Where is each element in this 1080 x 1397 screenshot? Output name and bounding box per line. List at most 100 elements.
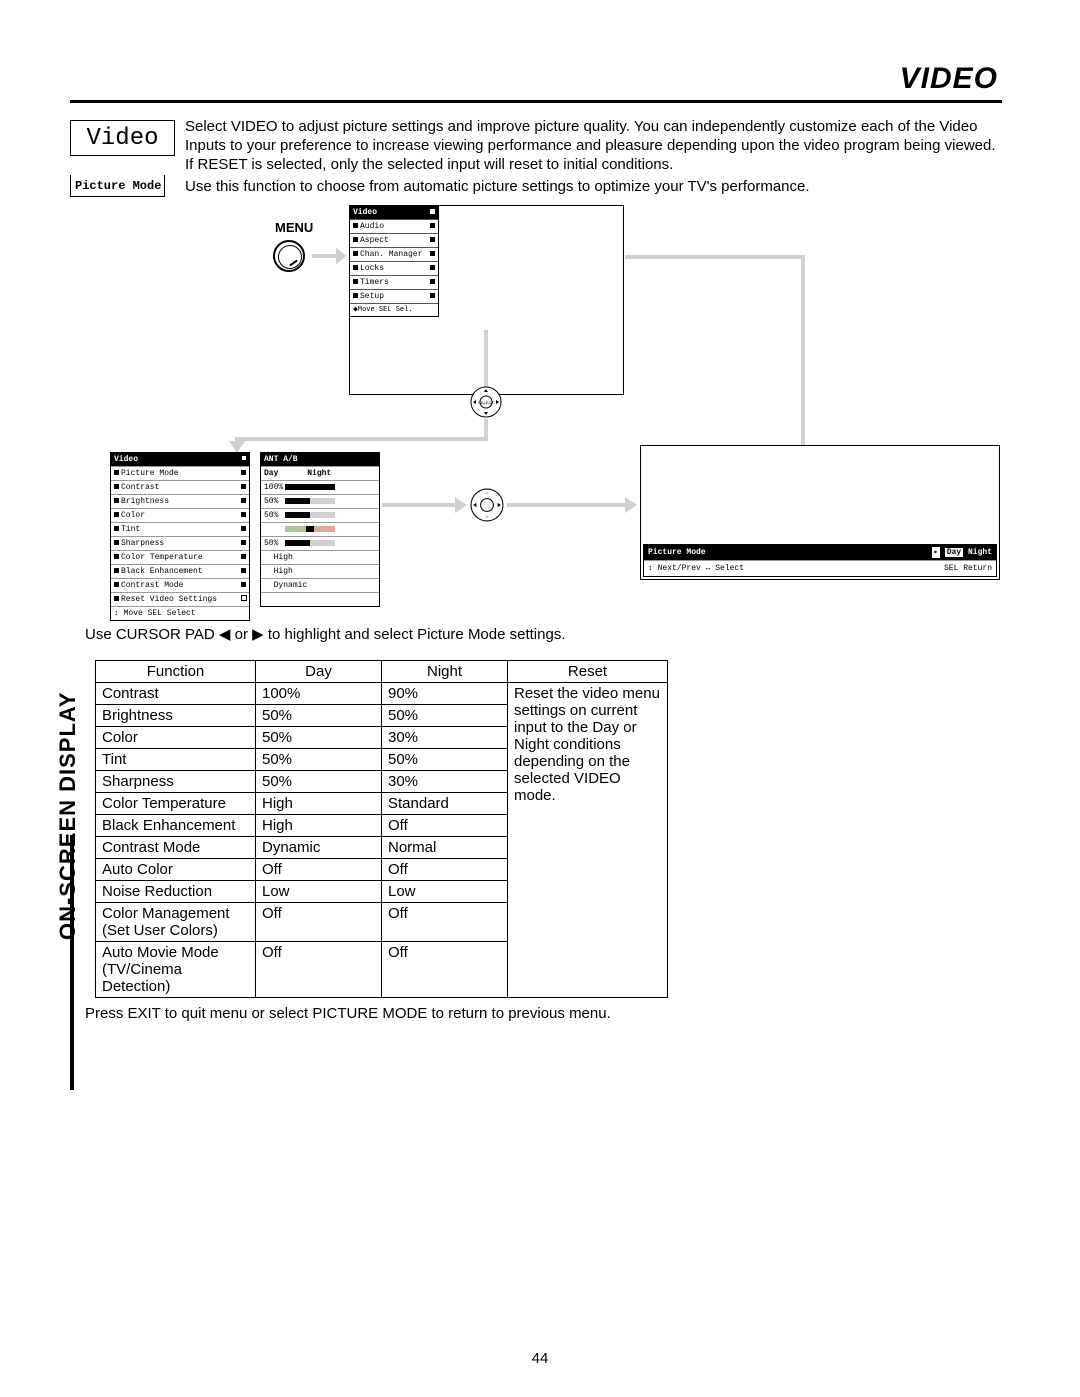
table-cell: Off — [382, 942, 508, 998]
osd-picture-mode: Picture Mode ▸ Day Night ↕ Next/Prev ↔ S… — [643, 544, 997, 577]
table-cell: Off — [382, 903, 508, 942]
page-title: VIDEO — [900, 62, 998, 96]
table-cell-reset: Reset the video menu settings on current… — [508, 683, 668, 998]
osd-item: Brightness — [111, 495, 249, 509]
connector-line — [484, 419, 488, 439]
osd-item: Color — [111, 509, 249, 523]
connector-line — [235, 437, 488, 441]
connector-line — [382, 503, 457, 507]
osd-title: Picture Mode ▸ Day Night — [644, 545, 996, 561]
osd-item: Black Enhancement — [111, 565, 249, 579]
video-heading-box: Video — [70, 120, 175, 156]
table-cell: 50% — [382, 705, 508, 727]
table-cell: Sharpness — [96, 771, 256, 793]
table-cell: Color Management (Set User Colors) — [96, 903, 256, 942]
osd-settings-panel: ANT A/B Day Night 100% 50% 50% 50% High … — [260, 452, 380, 607]
table-cell: 50% — [256, 771, 382, 793]
table-cell: Color Temperature — [96, 793, 256, 815]
table-cell: Off — [256, 942, 382, 998]
table-cell: Brightness — [96, 705, 256, 727]
osd-item: Contrast Mode — [111, 579, 249, 593]
osd-row: Day Night — [261, 467, 379, 481]
table-cell: 30% — [382, 771, 508, 793]
osd-item: Audio — [350, 220, 438, 234]
table-header: Night — [382, 661, 508, 683]
menu-dial-icon — [273, 240, 305, 272]
table-cell: Standard — [382, 793, 508, 815]
osd-item: Tint — [111, 523, 249, 537]
osd-row: High — [261, 565, 379, 579]
exit-instruction: Press EXIT to quit menu or select PICTUR… — [85, 1005, 611, 1022]
table-cell: 50% — [382, 749, 508, 771]
osd-footer: ↕ Move SEL Select — [111, 607, 249, 620]
osd-row — [261, 523, 379, 537]
osd-row: 50% — [261, 509, 379, 523]
table-header: Day — [256, 661, 382, 683]
osd-item: Aspect — [350, 234, 438, 248]
table-cell: Off — [382, 859, 508, 881]
table-header-row: Function Day Night Reset — [96, 661, 668, 683]
table-cell: Off — [256, 903, 382, 942]
connector-line — [484, 330, 488, 388]
osd-title: ANT A/B — [261, 453, 379, 467]
page-number: 44 — [532, 1350, 549, 1367]
table-cell: Color — [96, 727, 256, 749]
osd-title: Video — [111, 453, 249, 467]
picture-mode-heading: Picture Mode — [70, 175, 165, 197]
table-row: Contrast 100% 90% Reset the video menu s… — [96, 683, 668, 705]
osd-item: Reset Video Settings — [111, 593, 249, 607]
table-cell: Tint — [96, 749, 256, 771]
osd-row: 50% — [261, 537, 379, 551]
intro-paragraph: Select VIDEO to adjust picture settings … — [185, 118, 998, 174]
select-pad-icon — [470, 488, 504, 522]
table-cell: 50% — [256, 727, 382, 749]
table-cell: Low — [256, 881, 382, 903]
table-header: Reset — [508, 661, 668, 683]
arrow-right-icon — [625, 497, 637, 513]
osd-video-menu: Video Picture Mode Contrast Brightness C… — [110, 452, 250, 621]
arrow-right-icon — [455, 497, 467, 513]
osd-item: Color Temperature — [111, 551, 249, 565]
table-cell: Auto Movie Mode (TV/Cinema Detection) — [96, 942, 256, 998]
osd-footer: ⬥Move SEL Sel. — [350, 304, 438, 316]
osd-row — [261, 593, 379, 606]
osd-item: Picture Mode — [111, 467, 249, 481]
table-cell: Off — [382, 815, 508, 837]
svg-text:SELECT: SELECT — [478, 400, 494, 405]
osd-item: Video — [350, 206, 438, 220]
side-section-label: ON-SCREEN DISPLAY — [55, 692, 81, 940]
table-cell: Contrast — [96, 683, 256, 705]
arrow-icon — [312, 254, 337, 258]
connector-line — [507, 503, 627, 507]
table-cell: Black Enhancement — [96, 815, 256, 837]
osd-item: Sharpness — [111, 537, 249, 551]
cursor-instruction: Use CURSOR PAD ◀ or ▶ to highlight and s… — [85, 625, 566, 643]
settings-table: Function Day Night Reset Contrast 100% 9… — [95, 660, 668, 998]
table-cell: Contrast Mode — [96, 837, 256, 859]
menu-label: MENU — [275, 220, 313, 235]
table-cell: Dynamic — [256, 837, 382, 859]
osd-main-menu: Video Audio Aspect Chan. Manager Locks T… — [349, 205, 439, 317]
connector-line — [625, 255, 805, 445]
table-cell: Auto Color — [96, 859, 256, 881]
table-cell: Off — [256, 859, 382, 881]
osd-row: 50% — [261, 495, 379, 509]
table-header: Function — [96, 661, 256, 683]
osd-row: Dynamic — [261, 579, 379, 593]
table-cell: 90% — [382, 683, 508, 705]
osd-item: Locks — [350, 262, 438, 276]
osd-footer: ↕ Next/Prev ↔ Select SEL Return — [644, 561, 996, 576]
table-cell: 100% — [256, 683, 382, 705]
osd-row: High — [261, 551, 379, 565]
table-cell: Normal — [382, 837, 508, 859]
picture-mode-description: Use this function to choose from automat… — [185, 178, 998, 195]
picture-mode-osd-frame: Picture Mode ▸ Day Night ↕ Next/Prev ↔ S… — [640, 445, 1000, 580]
table-cell: Low — [382, 881, 508, 903]
osd-row: 100% — [261, 481, 379, 495]
table-cell: Noise Reduction — [96, 881, 256, 903]
osd-item: Contrast — [111, 481, 249, 495]
osd-item: Timers — [350, 276, 438, 290]
osd-item: Chan. Manager — [350, 248, 438, 262]
select-pad-icon: SELECT — [470, 386, 502, 418]
table-cell: High — [256, 815, 382, 837]
